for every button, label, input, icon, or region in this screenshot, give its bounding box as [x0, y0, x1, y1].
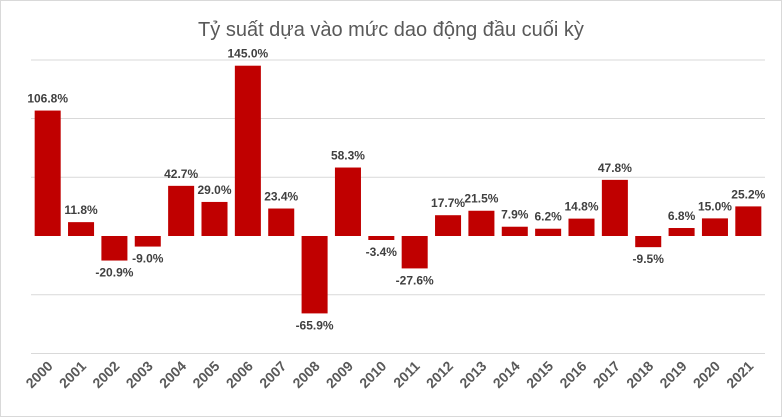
bar-2015	[535, 228, 562, 236]
x-tick-2010: 2010	[356, 358, 389, 391]
data-label-2012: 17.7%	[431, 196, 465, 210]
x-tick-2014: 2014	[490, 358, 523, 391]
bars	[34, 65, 762, 314]
x-tick-2019: 2019	[656, 358, 689, 391]
data-label-2001: 11.8%	[64, 203, 98, 217]
data-label-2014: 7.9%	[501, 208, 529, 222]
bar-2016	[568, 218, 595, 236]
x-tick-2006: 2006	[223, 358, 256, 391]
bar-2009	[334, 167, 361, 236]
bar-2000	[34, 110, 61, 236]
data-label-2004: 42.7%	[164, 167, 198, 181]
x-tick-2012: 2012	[423, 358, 456, 391]
data-label-2006: 145.0%	[228, 47, 269, 61]
bar-2005	[201, 201, 228, 236]
x-tick-2000: 2000	[22, 358, 55, 391]
data-labels: 106.8% 11.8% -20.9%-9.0% 42.7% 29.0% 145.0% 23…	[27, 47, 765, 333]
bar-2001	[68, 222, 95, 236]
x-tick-2001: 2001	[56, 358, 89, 391]
bar-2017	[601, 179, 628, 236]
bar-2007	[268, 208, 295, 236]
data-label-2010: -3.4%	[366, 245, 398, 259]
bar-2004	[168, 185, 195, 236]
data-label-2018: -9.5%	[633, 252, 665, 266]
data-label-2015: 6.2%	[534, 210, 562, 224]
bar-2010	[368, 236, 395, 240]
bar-2012	[435, 215, 462, 236]
chart-title: Tỷ suất dựa vào mức dao động đầu cuối kỳ	[198, 19, 584, 41]
data-label-2003: -9.0%	[132, 252, 164, 266]
x-tick-2011: 2011	[390, 358, 423, 391]
data-label-2007: 23.4%	[264, 190, 298, 204]
x-tick-2018: 2018	[623, 358, 656, 391]
data-label-2016: 14.8%	[564, 200, 598, 214]
bar-2019	[668, 228, 695, 236]
bar-2013	[468, 210, 495, 236]
x-tick-2003: 2003	[123, 358, 156, 391]
x-tick-2013: 2013	[456, 358, 489, 391]
bar-2011	[401, 236, 428, 269]
bar-2006	[234, 65, 261, 236]
data-label-2002: -20.9%	[95, 266, 133, 280]
x-tick-2015: 2015	[523, 358, 556, 391]
data-label-2011: -27.6%	[396, 273, 434, 287]
bar-2003	[134, 236, 161, 247]
data-label-2009: 58.3%	[331, 149, 365, 163]
x-tick-2009: 2009	[323, 358, 356, 391]
bar-2020	[701, 218, 728, 236]
bar-2008	[301, 236, 328, 314]
x-tick-2016: 2016	[556, 358, 589, 391]
bar-2002	[101, 236, 128, 261]
data-label-2021: 25.2%	[731, 187, 765, 201]
bar-2021	[735, 206, 762, 236]
x-tick-2007: 2007	[256, 358, 289, 391]
x-tick-2017: 2017	[590, 358, 623, 391]
x-tick-2021: 2021	[723, 358, 756, 391]
data-label-2017: 47.8%	[598, 161, 632, 175]
x-tick-2008: 2008	[289, 358, 322, 391]
data-label-2020: 15.0%	[698, 199, 732, 213]
x-tick-2005: 2005	[189, 358, 222, 391]
data-label-2000: 106.8%	[27, 92, 68, 106]
x-tick-2004: 2004	[156, 358, 189, 391]
gridlines	[31, 59, 765, 354]
x-tick-2002: 2002	[89, 358, 122, 391]
data-label-2005: 29.0%	[197, 183, 231, 197]
data-label-2008: -65.9%	[296, 318, 334, 332]
data-label-2013: 21.5%	[464, 192, 498, 206]
data-label-2019: 6.8%	[668, 209, 696, 223]
bar-2018	[635, 236, 662, 248]
bar-2014	[501, 226, 528, 236]
x-tick-labels: 2000 2001 2002 2003 2004 2005 2006 2007 2008 2009…	[22, 358, 756, 391]
x-tick-2020: 2020	[690, 358, 723, 391]
